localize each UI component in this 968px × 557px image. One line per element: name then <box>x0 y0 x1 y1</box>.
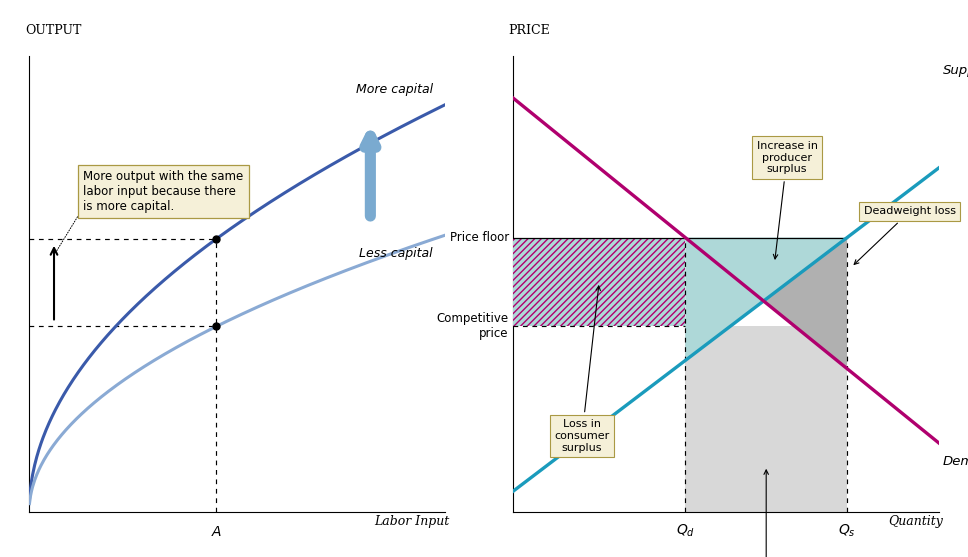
Text: Less capital: Less capital <box>359 247 433 260</box>
Text: More output with the same
labor input because there
is more capital.: More output with the same labor input be… <box>83 170 243 213</box>
Text: $A$: $A$ <box>211 525 222 539</box>
Text: Supply: Supply <box>943 64 968 77</box>
Text: Quantity: Quantity <box>889 515 943 527</box>
Text: $Q_s$: $Q_s$ <box>838 523 856 539</box>
Text: More capital: More capital <box>355 84 433 96</box>
Text: Demand: Demand <box>943 455 968 468</box>
Polygon shape <box>513 237 685 326</box>
Text: Labor Input: Labor Input <box>375 515 449 527</box>
Text: OUTPUT: OUTPUT <box>25 25 81 37</box>
Text: $Q_d$: $Q_d$ <box>676 523 695 539</box>
Polygon shape <box>685 237 847 360</box>
Text: Increase in
producer
surplus: Increase in producer surplus <box>757 141 818 259</box>
Text: Loss in
consumer
surplus: Loss in consumer surplus <box>555 286 610 453</box>
Text: PRICE: PRICE <box>509 25 551 37</box>
Text: Government
purchases of
excess supply: Government purchases of excess supply <box>727 470 805 557</box>
Text: Deadweight loss: Deadweight loss <box>854 207 955 265</box>
Polygon shape <box>685 326 847 512</box>
Polygon shape <box>764 237 847 369</box>
Text: Competitive
price: Competitive price <box>437 312 509 340</box>
Text: Price floor: Price floor <box>449 231 509 244</box>
